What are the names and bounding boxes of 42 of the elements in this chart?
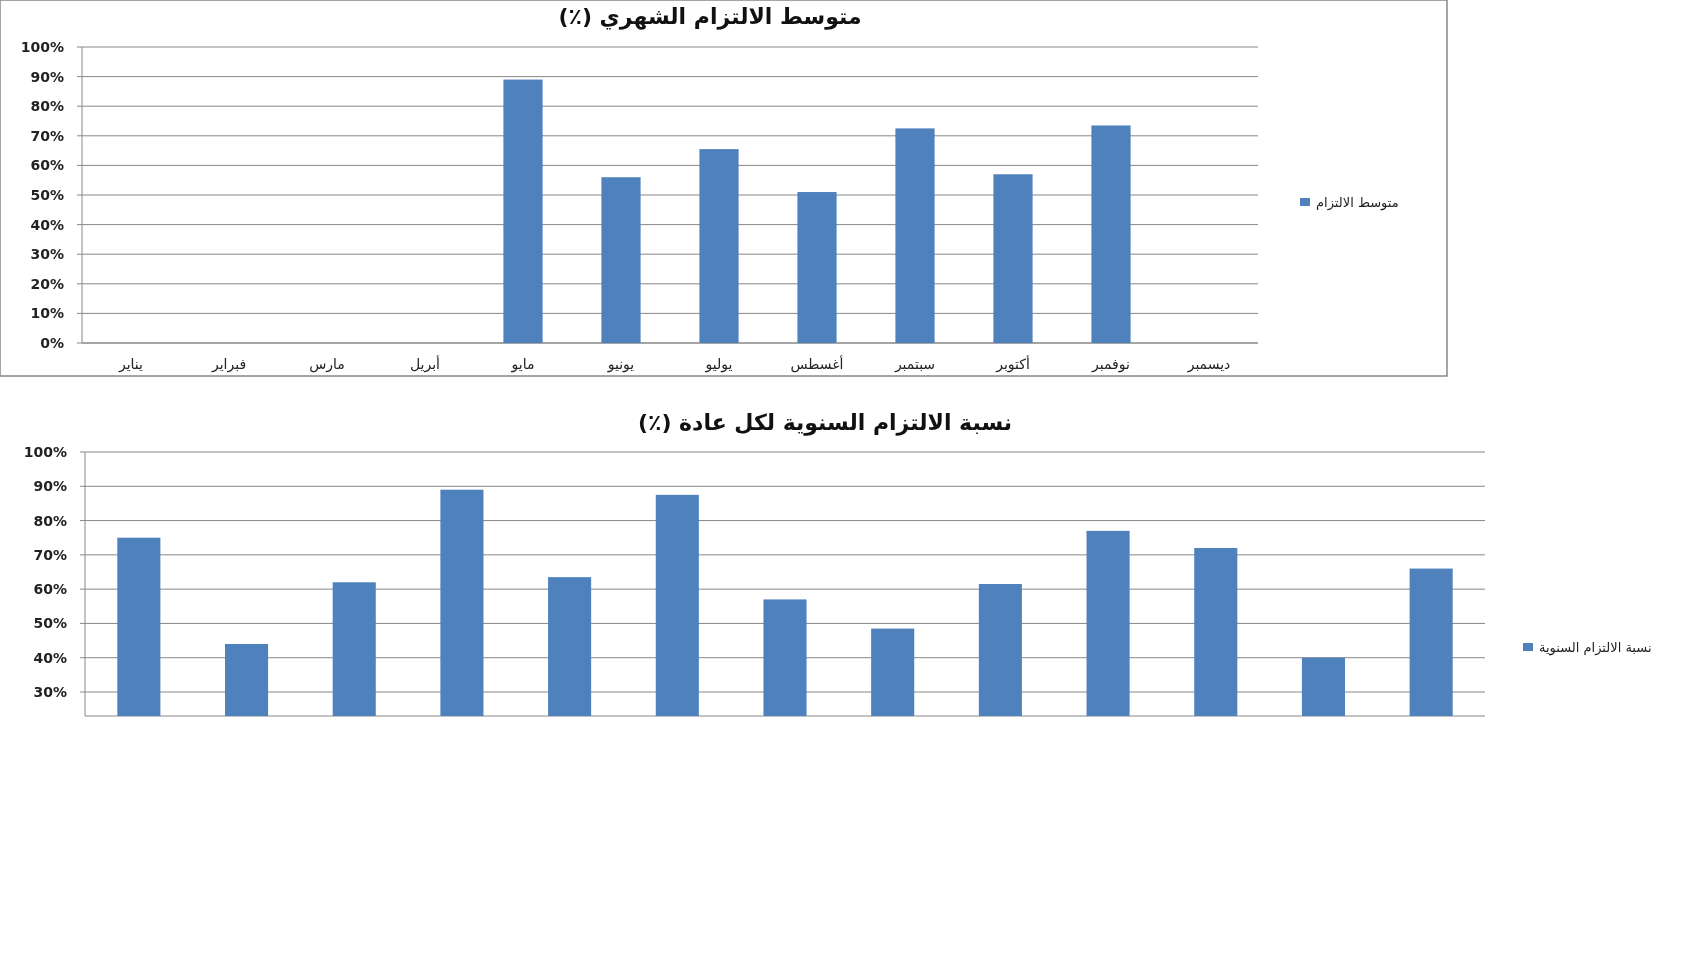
- x-tick-label: مايو: [510, 356, 535, 373]
- x-tick-label: أكتوبر: [995, 355, 1030, 373]
- y-tick-label: 40%: [33, 649, 67, 666]
- bar: [895, 128, 935, 343]
- legend-label: متوسط الالتزام: [1316, 195, 1399, 211]
- x-tick-label: نوفمبر: [1091, 356, 1130, 373]
- y-tick-label: 100%: [20, 39, 64, 55]
- bar: [503, 79, 543, 343]
- y-tick-label: 60%: [33, 581, 67, 598]
- y-tick-label: 70%: [30, 127, 64, 144]
- x-tick-label: سبتمبر: [893, 356, 936, 373]
- bar: [1091, 125, 1131, 343]
- y-tick-label: 70%: [33, 546, 67, 563]
- x-tick-label: فبراير: [210, 356, 247, 373]
- x-tick-label: يناير: [117, 356, 144, 373]
- x-tick-label: مارس: [309, 356, 345, 373]
- bar: [601, 177, 641, 343]
- y-tick-label: 0%: [40, 335, 64, 351]
- y-tick-label: 90%: [30, 68, 64, 85]
- y-tick-label: 30%: [33, 684, 67, 700]
- y-tick-label: 80%: [30, 98, 64, 115]
- x-tick-label: يونيو: [606, 356, 635, 373]
- chart-title: متوسط الالتزام الشهري (٪): [558, 4, 862, 30]
- y-tick-label: 100%: [23, 444, 67, 460]
- y-tick-label: 90%: [33, 478, 67, 495]
- y-tick-label: 10%: [30, 305, 64, 322]
- x-tick-label: أغسطس: [790, 355, 844, 373]
- x-tick-label: يوليو: [704, 356, 733, 373]
- y-tick-label: 80%: [33, 512, 67, 529]
- y-tick-label: 40%: [30, 216, 64, 233]
- bar: [699, 149, 739, 343]
- legend-label: نسبة الالتزام السنوية: [1539, 640, 1652, 656]
- chart-title: نسبة الالتزام السنوية لكل عادة (٪): [637, 410, 1013, 436]
- y-tick-label: 50%: [33, 615, 67, 632]
- x-tick-label: أبريل: [409, 355, 441, 373]
- y-tick-label: 50%: [30, 187, 64, 203]
- bar: [993, 174, 1033, 343]
- x-tick-label: ديسمبر: [1186, 356, 1231, 373]
- bar: [797, 192, 837, 343]
- y-tick-label: 30%: [30, 246, 64, 263]
- y-tick-label: 60%: [30, 157, 64, 174]
- y-tick-label: 20%: [30, 275, 64, 292]
